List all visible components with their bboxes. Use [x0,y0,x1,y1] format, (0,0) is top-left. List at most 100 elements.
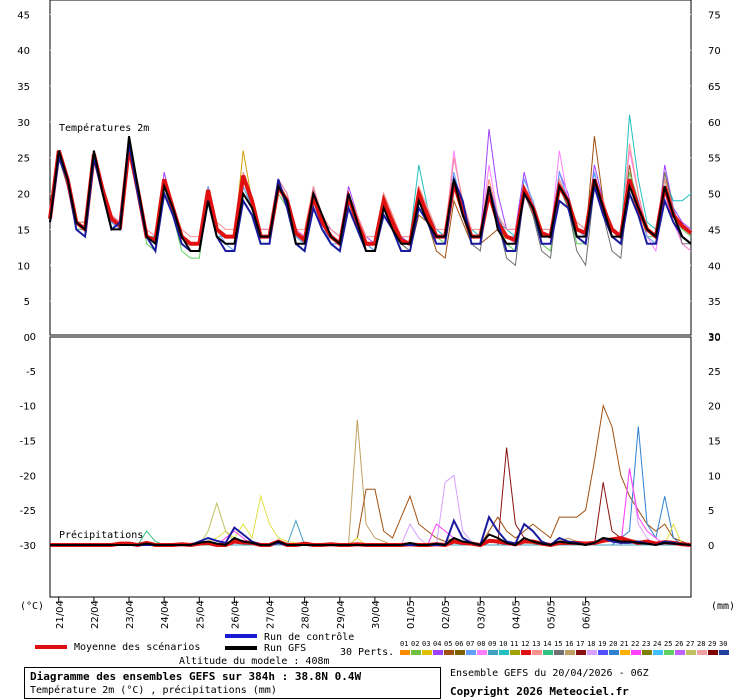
date-label: 28/04 [301,600,312,629]
temp-left-tick: 45 [17,10,30,21]
temp-left-tick: 5 [24,297,30,308]
temp-left-tick: 20 [17,190,30,201]
precip-left-tick: -5 [26,367,36,378]
pert-number: 25 [664,640,672,648]
pert-swatch [576,650,586,655]
temp-right-tick: 55 [708,154,721,165]
date-label: 24/04 [160,600,171,629]
precip-right-tick: 10 [708,471,721,482]
date-label: 02/05 [441,600,452,629]
pert-number: 03 [422,640,430,648]
legend-mean-label: Moyenne des scénarios [74,641,200,653]
date-label: 25/04 [195,600,206,629]
pert-swatch [686,650,696,655]
precip-left-tick: -10 [20,402,36,413]
temp-left-tick: 25 [17,154,30,165]
pert-swatch [400,650,410,655]
precip-left-tick: -25 [20,506,36,517]
date-label: 04/05 [511,600,522,629]
pert-number: 10 [499,640,507,648]
right-unit-label: (mm) [711,601,735,612]
pert-swatch [675,650,685,655]
date-label: 26/04 [230,600,241,629]
date-label: 27/04 [266,600,277,629]
legend-control-label: Run de contrôle [264,631,354,643]
pert-swatch [565,650,575,655]
pert-swatch [609,650,619,655]
temp-right-tick: 65 [708,82,721,93]
pert-swatch [411,650,421,655]
precip-left-tick: 0 [30,332,36,343]
pert-swatch [444,650,454,655]
pert-swatch [664,650,674,655]
pert-number: 09 [488,640,496,648]
pert-swatch [543,650,553,655]
temp-right-tick: 45 [708,225,721,236]
pert-swatch [532,650,542,655]
perts-label: 30 Perts. [340,647,394,658]
temp-left-tick: 10 [17,261,30,272]
temperature-gfs-line [49,136,692,252]
temp-left-tick: 35 [17,82,30,93]
date-label: 30/04 [371,600,382,629]
pert-number: 18 [587,640,595,648]
temp-left-tick: 30 [17,118,30,129]
pert-number: 24 [653,640,661,648]
pert-number: 26 [675,640,683,648]
temp-left-tick: 0 [24,333,30,344]
pert-swatch [521,650,531,655]
legend-gfs-label: Run GFS [264,643,306,654]
pert-number: 14 [543,640,551,648]
pert-swatch [499,650,509,655]
perturbation-legend: 01 02 03 04 05 06 07 08 09 10 11 12 13 14 15 16 17 18 19 20… [400,640,729,655]
pert-swatch [433,650,443,655]
precipitation-series [50,403,692,548]
temp-right-tick: 70 [708,46,721,57]
pert-swatch [554,650,564,655]
pert-number: 22 [631,640,639,648]
pert-number: 21 [620,640,628,648]
temperature-panel [49,0,692,336]
pert-number: 23 [642,640,650,648]
pert-number: 06 [455,640,463,648]
precipitation-panel [49,336,692,598]
date-label: 06/05 [582,600,593,629]
precip-left-tick: -30 [20,541,36,552]
precip-left-tick: -15 [20,437,36,448]
pert-number: 05 [444,640,452,648]
pert-number: 08 [477,640,485,648]
temp-right-tick: 40 [708,261,721,272]
pert-number: 30 [719,640,727,648]
footer-title-box [24,667,441,699]
pert-swatch [697,650,707,655]
precipitation-gfs-line [50,533,692,547]
temp-right-tick: 75 [708,10,721,21]
date-label: 05/05 [547,600,558,629]
date-label: 29/04 [336,600,347,629]
precip-right-tick: 30 [708,332,721,343]
temp-left-tick: 15 [17,225,30,236]
date-label: 23/04 [125,600,136,629]
date-axis: 21/04 22/04 23/04 24/04 25/04 26/04 27/04 28/04… [55,597,593,629]
pert-number: 16 [565,640,573,648]
precipitation-panel-label: Précipitations [59,529,143,541]
pert-number: 12 [521,640,529,648]
pert-swatch [642,650,652,655]
date-label: 21/04 [55,600,66,629]
pert-number: 01 [400,640,408,648]
pert-number: 29 [708,640,716,648]
precip-right-tick: 0 [708,541,714,552]
temp-left-tick: 40 [17,46,30,57]
date-label: 01/05 [406,600,417,629]
pert-swatch [466,650,476,655]
pert-number: 15 [554,640,562,648]
precip-right-tick: 5 [708,506,714,517]
pert-number: 04 [433,640,441,648]
pert-number: 07 [466,640,474,648]
precip-right-tick: 15 [708,437,721,448]
pert-swatch [422,650,432,655]
pert-swatch [620,650,630,655]
pert-swatch [587,650,597,655]
